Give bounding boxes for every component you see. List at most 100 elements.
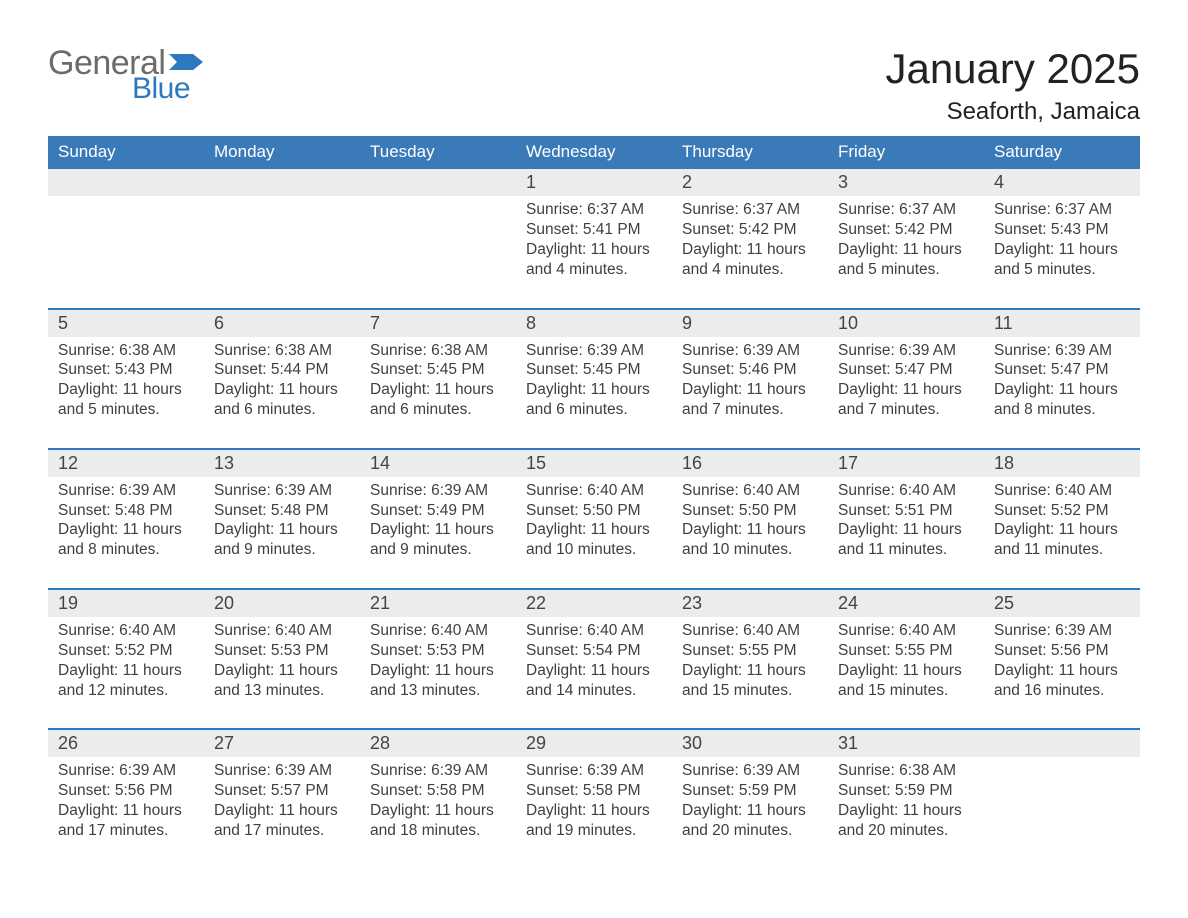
day-number: 14 <box>360 450 516 477</box>
day-number: 17 <box>828 450 984 477</box>
calendar-page: General Blue January 2025 Seaforth, Jama… <box>0 0 1188 909</box>
sunrise-text: Sunrise: 6:39 AM <box>526 341 662 361</box>
day-detail: Sunrise: 6:40 AMSunset: 5:53 PMDaylight:… <box>204 617 360 728</box>
sunrise-text: Sunrise: 6:37 AM <box>682 200 818 220</box>
day-number: 28 <box>360 730 516 757</box>
sunset-text: Sunset: 5:54 PM <box>526 641 662 661</box>
weekday-monday: Monday <box>204 136 360 169</box>
day-number: 23 <box>672 590 828 617</box>
day-number-row: 12131415161718 <box>48 450 1140 477</box>
day-detail: Sunrise: 6:38 AMSunset: 5:59 PMDaylight:… <box>828 757 984 868</box>
day-detail-row: Sunrise: 6:40 AMSunset: 5:52 PMDaylight:… <box>48 617 1140 728</box>
daylight-text: Daylight: 11 hours and 16 minutes. <box>994 661 1130 701</box>
sunrise-text: Sunrise: 6:39 AM <box>58 481 194 501</box>
day-number: 1 <box>516 169 672 196</box>
sunset-text: Sunset: 5:50 PM <box>526 501 662 521</box>
day-detail: Sunrise: 6:40 AMSunset: 5:55 PMDaylight:… <box>672 617 828 728</box>
sunset-text: Sunset: 5:53 PM <box>214 641 350 661</box>
daylight-text: Daylight: 11 hours and 9 minutes. <box>214 520 350 560</box>
sunset-text: Sunset: 5:55 PM <box>682 641 818 661</box>
day-number: 11 <box>984 310 1140 337</box>
daylight-text: Daylight: 11 hours and 13 minutes. <box>214 661 350 701</box>
day-detail: Sunrise: 6:39 AMSunset: 5:58 PMDaylight:… <box>360 757 516 868</box>
sunset-text: Sunset: 5:47 PM <box>994 360 1130 380</box>
day-detail: Sunrise: 6:37 AMSunset: 5:42 PMDaylight:… <box>828 196 984 307</box>
day-number: 12 <box>48 450 204 477</box>
day-number: 6 <box>204 310 360 337</box>
day-number: 21 <box>360 590 516 617</box>
daylight-text: Daylight: 11 hours and 15 minutes. <box>838 661 974 701</box>
sunrise-text: Sunrise: 6:38 AM <box>214 341 350 361</box>
day-number: 13 <box>204 450 360 477</box>
daylight-text: Daylight: 11 hours and 10 minutes. <box>682 520 818 560</box>
sunrise-text: Sunrise: 6:40 AM <box>370 621 506 641</box>
day-detail: Sunrise: 6:40 AMSunset: 5:50 PMDaylight:… <box>672 477 828 588</box>
sunset-text: Sunset: 5:56 PM <box>58 781 194 801</box>
weekday-thursday: Thursday <box>672 136 828 169</box>
daylight-text: Daylight: 11 hours and 20 minutes. <box>682 801 818 841</box>
sunrise-text: Sunrise: 6:40 AM <box>526 481 662 501</box>
day-number-row: 1234 <box>48 169 1140 196</box>
daylight-text: Daylight: 11 hours and 11 minutes. <box>994 520 1130 560</box>
day-detail <box>984 757 1140 868</box>
flag-icon <box>169 52 203 72</box>
day-detail: Sunrise: 6:37 AMSunset: 5:43 PMDaylight:… <box>984 196 1140 307</box>
daylight-text: Daylight: 11 hours and 7 minutes. <box>682 380 818 420</box>
sunrise-text: Sunrise: 6:40 AM <box>526 621 662 641</box>
sunset-text: Sunset: 5:47 PM <box>838 360 974 380</box>
day-detail-row: Sunrise: 6:37 AMSunset: 5:41 PMDaylight:… <box>48 196 1140 307</box>
day-number: 4 <box>984 169 1140 196</box>
daylight-text: Daylight: 11 hours and 18 minutes. <box>370 801 506 841</box>
calendar-week: 1234Sunrise: 6:37 AMSunset: 5:41 PMDayli… <box>48 169 1140 307</box>
daylight-text: Daylight: 11 hours and 10 minutes. <box>526 520 662 560</box>
day-number-row: 19202122232425 <box>48 590 1140 617</box>
day-number <box>48 169 204 196</box>
sunset-text: Sunset: 5:58 PM <box>526 781 662 801</box>
day-detail: Sunrise: 6:38 AMSunset: 5:44 PMDaylight:… <box>204 337 360 448</box>
calendar-week: 262728293031Sunrise: 6:39 AMSunset: 5:56… <box>48 728 1140 868</box>
sunset-text: Sunset: 5:59 PM <box>682 781 818 801</box>
calendar-week: 12131415161718Sunrise: 6:39 AMSunset: 5:… <box>48 448 1140 588</box>
day-number: 16 <box>672 450 828 477</box>
sunrise-text: Sunrise: 6:39 AM <box>526 761 662 781</box>
day-number <box>984 730 1140 757</box>
day-detail: Sunrise: 6:39 AMSunset: 5:56 PMDaylight:… <box>48 757 204 868</box>
daylight-text: Daylight: 11 hours and 12 minutes. <box>58 661 194 701</box>
day-number: 5 <box>48 310 204 337</box>
daylight-text: Daylight: 11 hours and 9 minutes. <box>370 520 506 560</box>
day-detail: Sunrise: 6:39 AMSunset: 5:49 PMDaylight:… <box>360 477 516 588</box>
sunset-text: Sunset: 5:45 PM <box>526 360 662 380</box>
sunrise-text: Sunrise: 6:40 AM <box>682 621 818 641</box>
sunset-text: Sunset: 5:59 PM <box>838 781 974 801</box>
sunset-text: Sunset: 5:48 PM <box>214 501 350 521</box>
sunrise-text: Sunrise: 6:39 AM <box>838 341 974 361</box>
daylight-text: Daylight: 11 hours and 13 minutes. <box>370 661 506 701</box>
sunset-text: Sunset: 5:55 PM <box>838 641 974 661</box>
day-number: 3 <box>828 169 984 196</box>
daylight-text: Daylight: 11 hours and 4 minutes. <box>526 240 662 280</box>
sunset-text: Sunset: 5:53 PM <box>370 641 506 661</box>
day-number: 7 <box>360 310 516 337</box>
day-detail: Sunrise: 6:39 AMSunset: 5:48 PMDaylight:… <box>204 477 360 588</box>
daylight-text: Daylight: 11 hours and 17 minutes. <box>58 801 194 841</box>
day-number: 18 <box>984 450 1140 477</box>
day-detail: Sunrise: 6:40 AMSunset: 5:55 PMDaylight:… <box>828 617 984 728</box>
title-block: January 2025 Seaforth, Jamaica <box>885 46 1140 126</box>
sunrise-text: Sunrise: 6:39 AM <box>370 481 506 501</box>
day-detail: Sunrise: 6:37 AMSunset: 5:42 PMDaylight:… <box>672 196 828 307</box>
brand-word-blue: Blue <box>132 74 190 104</box>
calendar-grid: Sunday Monday Tuesday Wednesday Thursday… <box>48 136 1140 869</box>
sunset-text: Sunset: 5:52 PM <box>58 641 194 661</box>
daylight-text: Daylight: 11 hours and 5 minutes. <box>994 240 1130 280</box>
day-number: 25 <box>984 590 1140 617</box>
weekday-friday: Friday <box>828 136 984 169</box>
sunrise-text: Sunrise: 6:40 AM <box>58 621 194 641</box>
day-number: 29 <box>516 730 672 757</box>
day-detail: Sunrise: 6:39 AMSunset: 5:56 PMDaylight:… <box>984 617 1140 728</box>
day-detail: Sunrise: 6:40 AMSunset: 5:54 PMDaylight:… <box>516 617 672 728</box>
day-number: 31 <box>828 730 984 757</box>
day-number: 9 <box>672 310 828 337</box>
sunrise-text: Sunrise: 6:39 AM <box>370 761 506 781</box>
day-number: 20 <box>204 590 360 617</box>
sunrise-text: Sunrise: 6:38 AM <box>838 761 974 781</box>
